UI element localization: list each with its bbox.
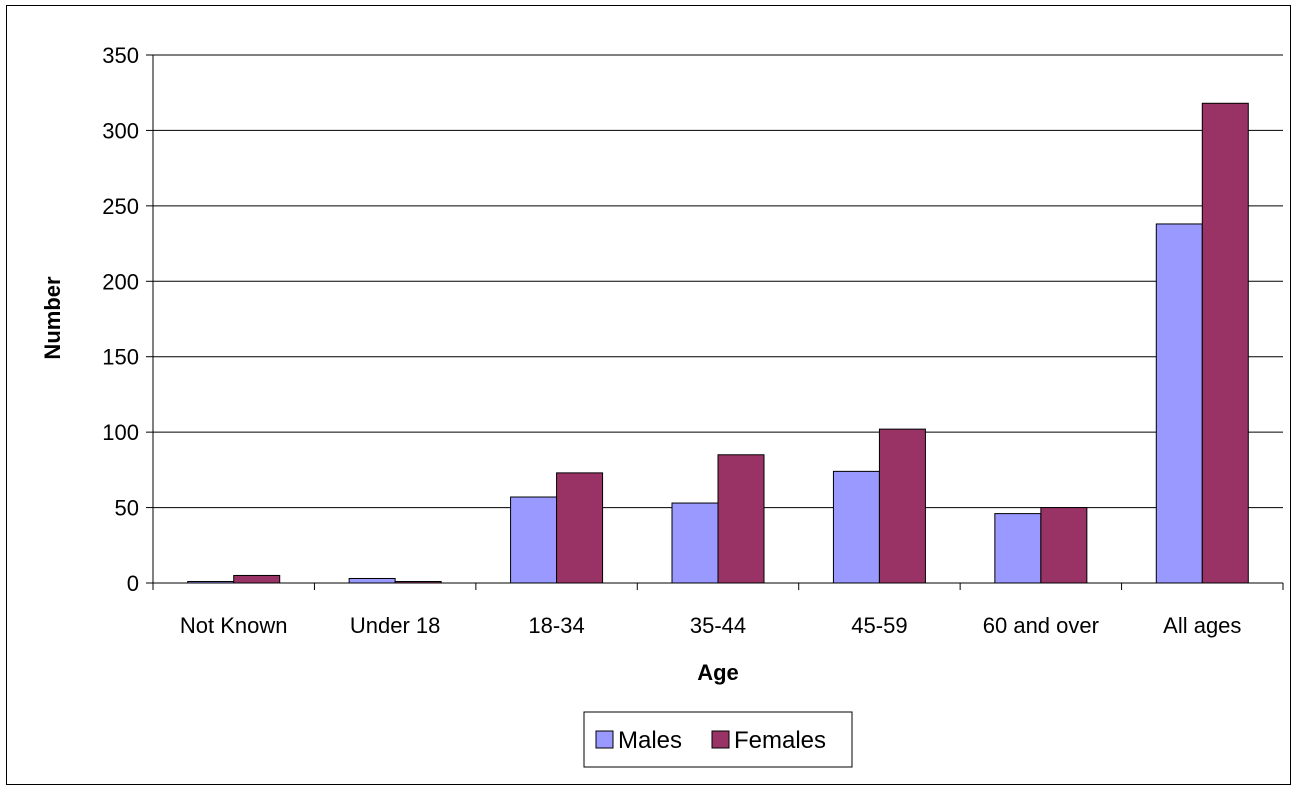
bars [187,102,1249,584]
axes [146,54,1284,590]
x-tick-label: Not Known [180,613,288,638]
legend-swatch-males [595,730,614,749]
x-tick-label: 45-59 [851,613,907,638]
legend-label-females: Females [734,727,826,754]
legend[interactable]: Males Females [583,711,853,768]
y-tick-label: 0 [127,571,139,596]
bar-females-3 [717,454,765,584]
y-tick-label: 50 [115,496,139,521]
x-tick-label: 35-44 [690,613,746,638]
x-axis-title: Age [697,660,739,685]
legend-swatch-females [711,730,730,749]
bar-males-5 [994,513,1042,584]
y-tick-label: 100 [102,420,139,445]
bar-females-0 [233,574,281,584]
legend-box [583,711,853,768]
y-tick-labels: 0 50 100 150 200 250 300 350 [102,43,139,596]
bar-males-6 [1155,223,1203,584]
bar-females-6 [1201,102,1249,584]
bar-males-2 [510,496,558,584]
bar-females-2 [556,472,604,584]
y-tick-label: 150 [102,345,139,370]
y-tick-label: 300 [102,118,139,143]
bar-females-5 [1040,507,1088,584]
y-tick-label: 200 [102,269,139,294]
x-tick-label: 18-34 [528,613,584,638]
bar-males-4 [832,470,880,584]
x-tick-labels: Not Known Under 18 18-34 35-44 45-59 60 and o… [180,613,1242,638]
chart-frame [6,5,1291,785]
bar-males-3 [671,502,719,584]
y-tick-label: 350 [102,43,139,68]
x-tick-label: All ages [1163,613,1241,638]
x-tick-label: 60 and over [983,613,1099,638]
gridlines [153,54,1283,509]
y-axis-title: Number [40,276,65,360]
bar-males-1 [348,577,396,584]
x-tick-label: Under 18 [350,613,441,638]
y-tick-label: 250 [102,194,139,219]
bar-females-4 [878,428,926,584]
legend-label-males: Males [618,727,682,754]
